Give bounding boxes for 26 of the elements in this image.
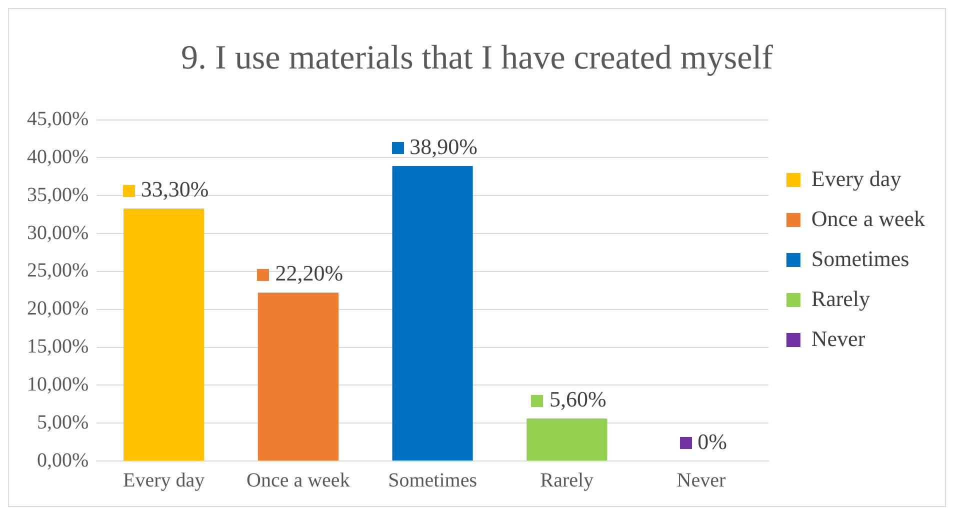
y-tick-label: 40,00% bbox=[26, 146, 89, 168]
data-label: 22,20% bbox=[275, 260, 344, 286]
data-label: 38,90% bbox=[410, 134, 478, 159]
chart-title: 9. I use materials that I have created myself bbox=[181, 39, 774, 76]
y-tick-label: 0,00% bbox=[36, 449, 89, 472]
y-tick-label: 45,00% bbox=[26, 108, 89, 130]
legend-label: Every day bbox=[811, 166, 902, 191]
data-label: 0% bbox=[698, 428, 727, 454]
legend-label: Rarely bbox=[811, 286, 870, 311]
y-tick-label: 25,00% bbox=[26, 260, 89, 282]
y-tick-label: 35,00% bbox=[26, 184, 89, 206]
data-label: 5,60% bbox=[549, 386, 606, 412]
y-tick-label: 20,00% bbox=[26, 298, 89, 320]
legend-label: Sometimes bbox=[811, 246, 910, 271]
data-label: 33,30% bbox=[140, 176, 209, 202]
x-tick-label: Sometimes bbox=[388, 469, 478, 492]
legend-label: Never bbox=[811, 326, 866, 351]
x-tick-label: Rarely bbox=[540, 469, 594, 492]
y-tick-label: 15,00% bbox=[26, 336, 89, 358]
x-tick-label: Every day bbox=[123, 469, 205, 492]
x-tick-label: Never bbox=[676, 469, 726, 492]
legend-label: Once a week bbox=[811, 206, 926, 231]
x-tick-label: Once a week bbox=[246, 469, 350, 492]
y-tick-label: 5,00% bbox=[36, 411, 89, 434]
y-tick-label: 30,00% bbox=[26, 222, 89, 244]
y-tick-label: 10,00% bbox=[26, 373, 89, 396]
